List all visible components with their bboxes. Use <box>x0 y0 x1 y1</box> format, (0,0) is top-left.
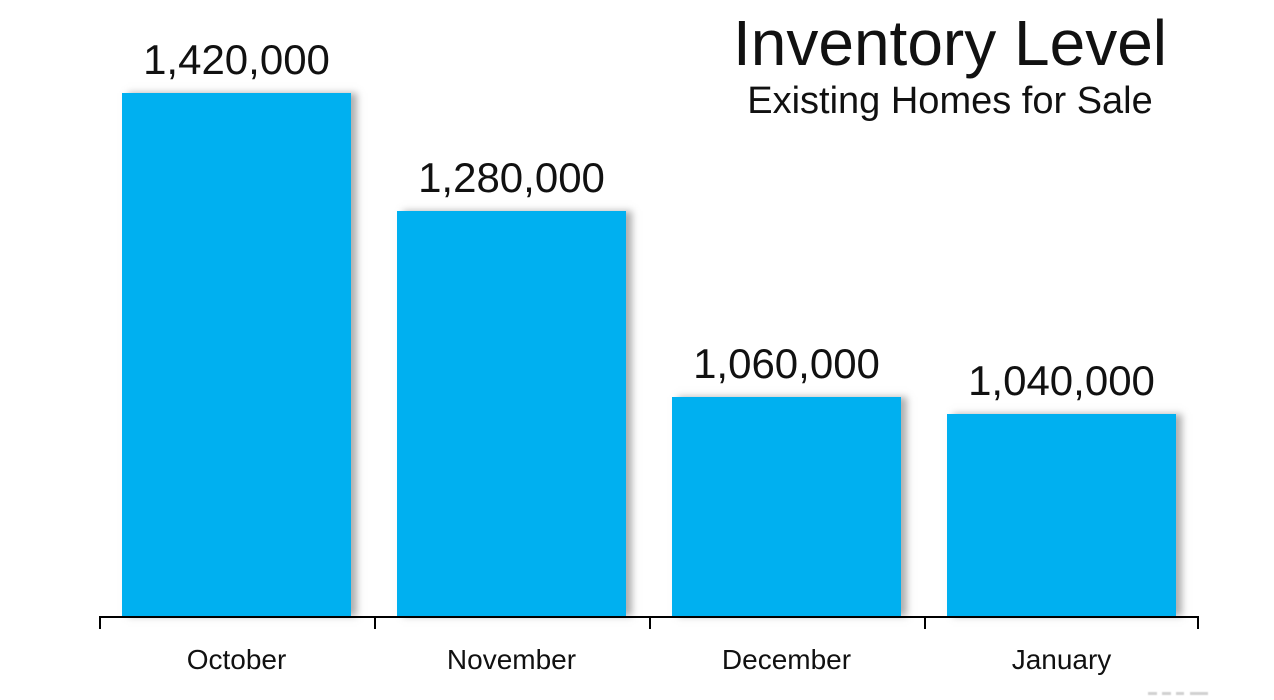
chart-title-block: Inventory Level Existing Homes for Sale <box>640 8 1260 124</box>
bar-december <box>672 397 901 616</box>
category-label: December <box>721 644 852 675</box>
category-label: November <box>446 644 577 675</box>
x-axis-tick <box>649 616 651 629</box>
cutoff-watermark <box>1148 691 1208 700</box>
chart-title: Inventory Level <box>732 7 1168 79</box>
cutoff-watermark-mark <box>1176 692 1184 695</box>
x-axis-tick <box>1197 616 1199 629</box>
bar-november <box>397 211 626 616</box>
bar-value-label: 1,040,000 <box>968 357 1155 404</box>
category-label: October <box>186 644 287 675</box>
cutoff-watermark-mark <box>1148 692 1157 695</box>
x-axis-tick <box>99 616 101 629</box>
x-axis-tick <box>924 616 926 629</box>
bar-october <box>122 93 351 616</box>
cutoff-watermark-mark <box>1190 692 1208 695</box>
bar-january <box>947 414 1176 616</box>
bar-value-label: 1,280,000 <box>418 154 605 201</box>
x-axis-tick <box>374 616 376 629</box>
chart-subtitle: Existing Homes for Sale <box>747 80 1153 122</box>
bar-value-label: 1,060,000 <box>693 340 880 387</box>
bar-value-label: 1,420,000 <box>143 36 330 83</box>
cutoff-watermark-mark <box>1162 692 1171 695</box>
category-label: January <box>1011 644 1112 675</box>
